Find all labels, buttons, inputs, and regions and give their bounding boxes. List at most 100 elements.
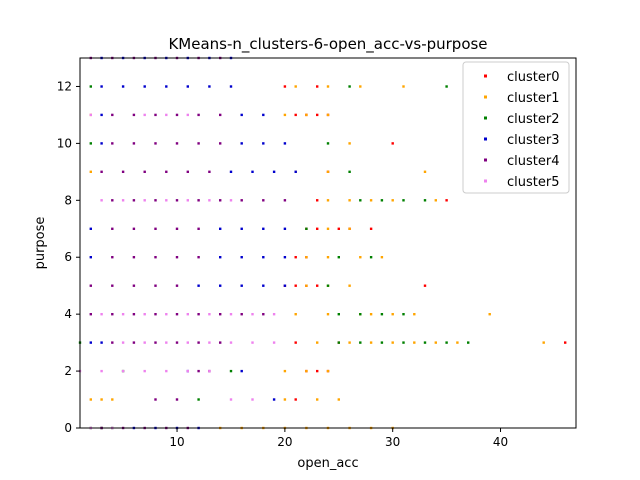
data-point	[219, 113, 222, 117]
legend-label: cluster5	[507, 175, 559, 190]
data-point	[175, 341, 179, 344]
y-tick-label: 10	[57, 136, 72, 150]
data-point	[208, 369, 211, 373]
data-point	[229, 398, 233, 401]
data-point	[316, 398, 319, 401]
data-point	[316, 113, 319, 117]
y-tick-label: 12	[57, 79, 72, 93]
legend-item-cluster4: cluster4	[484, 154, 559, 169]
data-point	[175, 313, 179, 316]
data-point	[208, 170, 211, 173]
data-point	[423, 170, 427, 173]
data-point	[143, 170, 146, 173]
data-point	[316, 227, 319, 230]
data-point	[143, 369, 146, 373]
data-point	[143, 113, 146, 117]
data-point	[154, 227, 157, 230]
series-cluster5	[78, 113, 276, 430]
legend-marker	[484, 158, 487, 162]
data-point	[262, 227, 265, 230]
data-point	[100, 341, 103, 344]
x-axis-label: open_acc	[297, 456, 358, 471]
data-point	[316, 341, 319, 344]
data-point	[132, 256, 136, 259]
data-point	[445, 85, 448, 88]
data-point	[316, 369, 319, 373]
data-point	[111, 256, 114, 259]
data-point	[111, 341, 114, 344]
data-point	[208, 341, 211, 344]
data-point	[262, 256, 265, 259]
data-point	[262, 284, 265, 287]
data-point	[272, 341, 276, 344]
data-point	[326, 85, 330, 88]
data-point	[89, 227, 92, 230]
data-point	[100, 369, 103, 373]
data-point	[380, 313, 384, 316]
data-point	[186, 85, 189, 88]
data-point	[197, 227, 200, 230]
legend-marker	[484, 74, 487, 78]
data-point	[326, 227, 330, 230]
data-point	[240, 256, 243, 259]
data-point	[283, 113, 287, 117]
data-point	[240, 284, 243, 287]
data-point	[229, 313, 233, 316]
data-point	[262, 142, 265, 145]
data-point	[229, 199, 233, 202]
data-point	[402, 341, 405, 344]
data-point	[175, 199, 179, 202]
data-point	[121, 369, 125, 373]
data-point	[326, 284, 330, 287]
data-point	[294, 256, 297, 259]
data-point	[391, 313, 394, 316]
data-point	[219, 199, 222, 202]
data-point	[208, 313, 211, 316]
data-point	[294, 284, 297, 287]
chart-title: KMeans-n_clusters-6-open_acc-vs-purpose	[168, 35, 487, 54]
y-tick-label: 2	[64, 364, 72, 378]
data-point	[154, 142, 157, 145]
y-tick-label: 8	[64, 193, 72, 207]
data-point	[348, 199, 351, 202]
legend-marker	[484, 179, 487, 183]
data-point	[326, 199, 330, 202]
data-point	[121, 313, 125, 316]
data-point	[154, 113, 157, 117]
data-point	[359, 256, 362, 259]
data-point	[283, 256, 287, 259]
data-point	[348, 142, 351, 145]
data-point	[165, 113, 168, 117]
legend-item-cluster3: cluster3	[484, 133, 559, 148]
data-point	[283, 199, 287, 202]
data-point	[208, 85, 211, 88]
data-point	[391, 142, 394, 145]
data-point	[294, 341, 297, 344]
y-axis: 0 2 4 6 8 10 12	[57, 79, 80, 435]
data-point	[305, 284, 308, 287]
data-point	[294, 398, 297, 401]
data-point	[219, 341, 222, 344]
legend-item-cluster1: cluster1	[484, 91, 559, 106]
data-point	[402, 313, 405, 316]
data-point	[369, 313, 373, 316]
data-point	[143, 313, 146, 316]
legend-marker	[484, 116, 487, 120]
data-point	[391, 341, 394, 344]
series-cluster4	[89, 56, 287, 430]
data-point	[369, 227, 373, 230]
data-point	[197, 369, 200, 373]
x-axis: 10 20 30 40	[169, 428, 508, 449]
data-point	[197, 142, 200, 145]
data-point	[413, 313, 416, 316]
data-point	[197, 256, 200, 259]
data-point	[294, 170, 297, 173]
data-point	[175, 284, 179, 287]
data-point	[564, 341, 567, 344]
data-point	[186, 341, 189, 344]
series-cluster3	[89, 56, 297, 430]
data-point	[100, 313, 103, 316]
y-tick-label: 6	[64, 250, 72, 264]
y-tick-label: 0	[64, 421, 72, 435]
data-point	[229, 369, 233, 373]
